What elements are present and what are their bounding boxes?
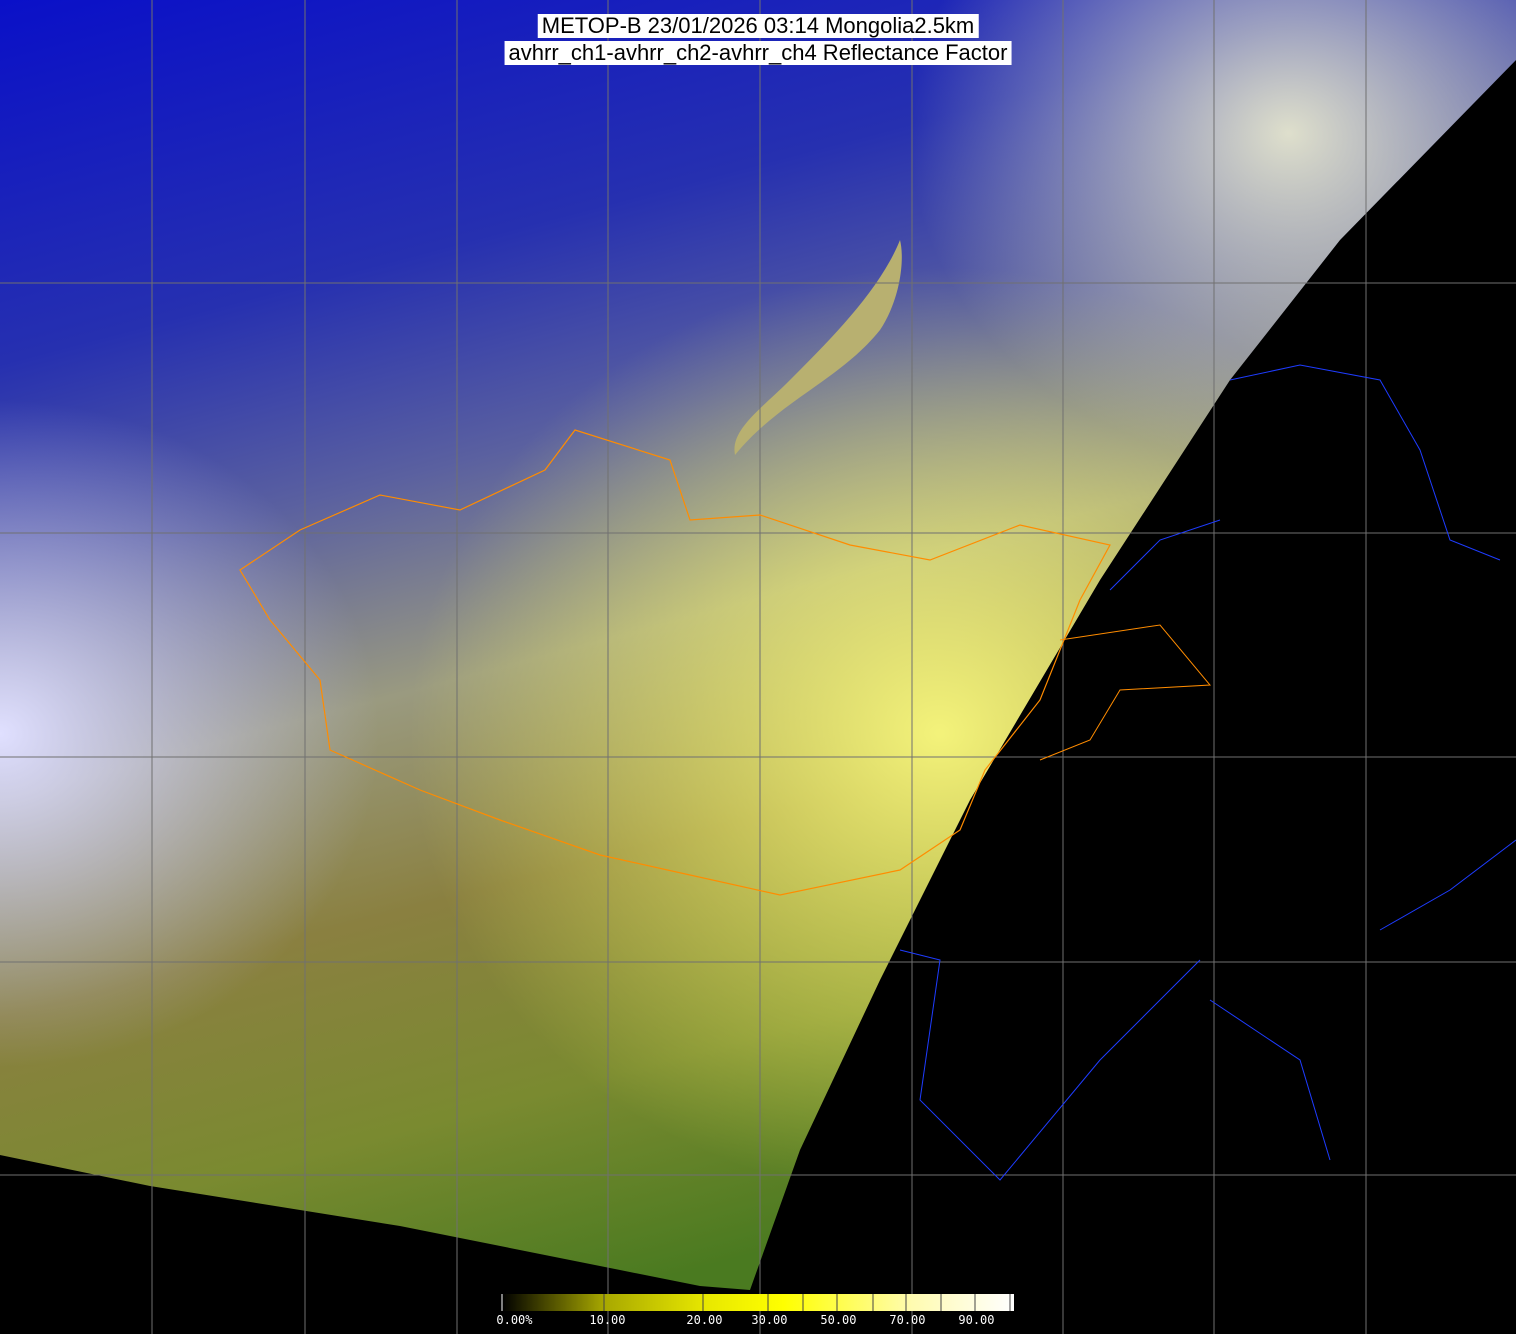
colorbar-label: 0.00% [496, 1313, 533, 1327]
title-line-1: METOP-B 23/01/2026 03:14 Mongolia2.5km [537, 14, 979, 38]
coastlines [899, 364, 1516, 1181]
colorbar-label: 10.00 [589, 1313, 626, 1327]
colorbar-label: 50.00 [820, 1313, 857, 1327]
colorbar-label: 20.00 [686, 1313, 723, 1327]
colorbar-label: 70.00 [889, 1313, 926, 1327]
colorbar-ticks [501, 1294, 1011, 1311]
title-line-2: avhrr_ch1-avhrr_ch2-avhrr_ch4 Reflectanc… [504, 41, 1012, 65]
mongolia-border [239, 429, 1111, 896]
colorbar-label: 90.00 [958, 1313, 995, 1327]
province-border [1039, 624, 1212, 761]
colorbar [502, 1294, 1014, 1311]
lake-baikal [734, 240, 902, 455]
colorbar-label: 30.00 [751, 1313, 788, 1327]
